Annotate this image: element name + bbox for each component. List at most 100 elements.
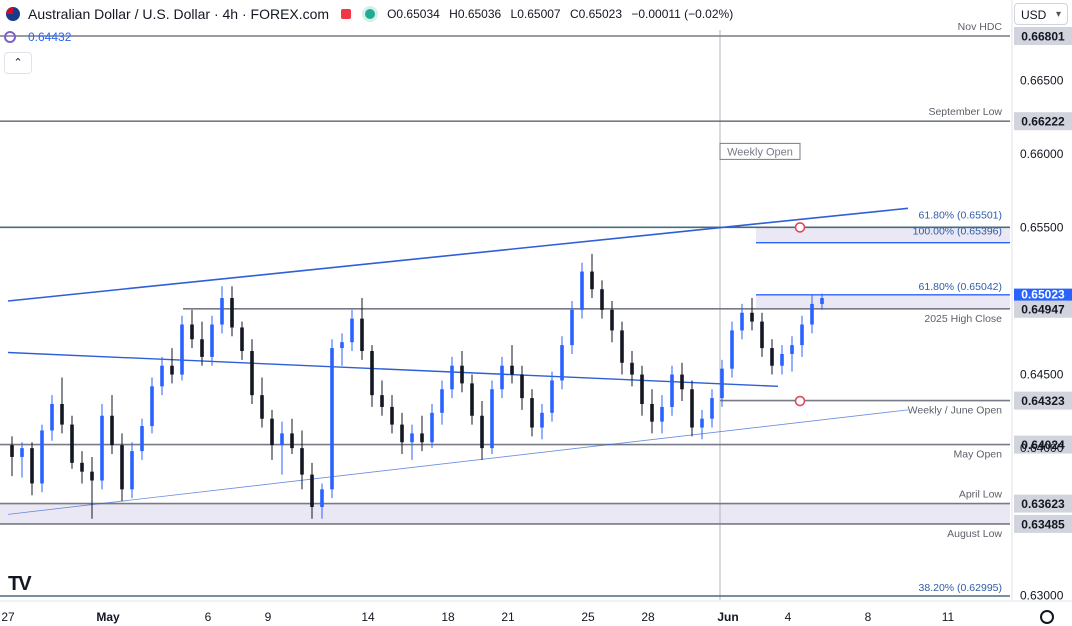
currency-selector[interactable]: USD — [1014, 3, 1068, 26]
candle-body — [30, 448, 34, 484]
chart-header: Australian Dollar / U.S. Dollar · 4h · F… — [0, 0, 739, 28]
candle-body — [180, 324, 184, 375]
time-axis-label: 6 — [205, 610, 212, 624]
low-value: L0.65007 — [510, 7, 561, 21]
candle-body — [140, 426, 144, 452]
symbol-title[interactable]: Australian Dollar / U.S. Dollar · 4h · F… — [28, 6, 330, 22]
indicator-icon — [4, 31, 16, 43]
time-axis-label: 28 — [641, 610, 655, 624]
level-label: Nov HDC — [958, 21, 1003, 33]
candle-body — [430, 412, 434, 443]
price-tag — [1014, 112, 1072, 131]
trendline-lower — [7, 351, 779, 388]
candle-body — [540, 412, 544, 428]
zones-layer — [0, 227, 1010, 524]
time-axis-label: May — [96, 610, 120, 624]
candle-body — [560, 345, 564, 381]
tradingview-logo-icon[interactable]: TV — [8, 573, 32, 595]
candle-body — [340, 342, 344, 349]
candle-body — [740, 312, 744, 331]
zone-fib-lower — [756, 294, 1010, 309]
candle-body — [660, 406, 664, 422]
candle-body — [310, 474, 314, 507]
candle-body — [500, 365, 504, 390]
candle-body — [480, 415, 484, 449]
level-label: 2025 High Close — [924, 313, 1002, 325]
time-axis-label: 25 — [581, 610, 595, 624]
annotation-weekly-open: Weekly Open — [727, 146, 793, 158]
candle-body — [120, 445, 124, 490]
candle-body — [600, 289, 604, 310]
price-axis-label: 0.65500 — [1020, 220, 1064, 234]
price-axis-label: 0.63000 — [1020, 588, 1064, 602]
time-axis-label: 21 — [501, 610, 515, 624]
candle-body — [110, 415, 114, 446]
candle-body — [300, 448, 304, 475]
candle-body — [490, 389, 494, 449]
candle-body — [450, 365, 454, 390]
candle-body — [370, 351, 374, 396]
price-tag — [1014, 27, 1072, 45]
current-price-tag — [1014, 288, 1072, 301]
price-tag-label: 0.64947 — [1021, 302, 1065, 316]
markers-layer — [794, 222, 806, 407]
candles-layer — [10, 253, 824, 519]
level-label: April Low — [959, 489, 1003, 501]
time-axis-label: 18 — [441, 610, 455, 624]
candle-body — [700, 418, 704, 428]
candle-body — [170, 365, 174, 375]
candle-body — [220, 298, 224, 325]
price-axis-label: 0.64500 — [1020, 368, 1064, 382]
candle-body — [130, 451, 134, 490]
current-price-label: 0.65023 — [1021, 288, 1065, 302]
candle-body — [380, 395, 384, 407]
candle-body — [50, 403, 54, 431]
candle-body — [520, 374, 524, 399]
candle-body — [820, 298, 824, 304]
zone-april-august — [0, 503, 1010, 524]
candle-body — [270, 418, 274, 446]
candle-body — [580, 271, 584, 310]
candle-body — [730, 330, 734, 369]
candle-body — [260, 395, 264, 419]
candle-body — [760, 321, 764, 349]
candle-body — [10, 445, 14, 457]
price-axis-label: 0.66500 — [1020, 73, 1064, 87]
price-tag — [1014, 435, 1072, 454]
candle-body — [670, 374, 674, 407]
candle-body — [630, 362, 634, 375]
candle-body — [240, 327, 244, 352]
price-tag — [1014, 494, 1072, 513]
candle-body — [320, 489, 324, 507]
price-axis-label: 0.64000 — [1020, 441, 1064, 455]
candle-body — [420, 433, 424, 443]
candle-body — [570, 309, 574, 346]
candle-body — [330, 348, 334, 490]
level-label: 61.80% (0.65501) — [919, 209, 1002, 221]
settings-icon[interactable] — [1040, 610, 1054, 624]
time-axis-label: 9 — [265, 610, 272, 624]
candle-body — [790, 345, 794, 354]
price-tag-label: 0.63623 — [1021, 497, 1065, 511]
candle-body — [800, 324, 804, 346]
candle-body — [390, 406, 394, 425]
candle-body — [550, 380, 554, 413]
price-tag-label: 0.66801 — [1021, 30, 1065, 44]
market-status-icon — [365, 9, 376, 19]
level-label: May Open — [954, 449, 1003, 461]
price-tag — [1014, 391, 1072, 410]
candle-body — [470, 383, 474, 416]
trendlines-layer — [7, 207, 909, 515]
zone-fib-upper — [756, 227, 1010, 243]
candle-body — [90, 471, 94, 481]
candle-body — [160, 365, 164, 387]
alert-square-icon[interactable] — [341, 9, 352, 19]
candle-body — [640, 374, 644, 404]
ohlc-readout: O0.65034 H0.65036 L0.65007 C0.65023 −0.0… — [387, 7, 739, 21]
collapse-legend-button[interactable]: ⌃ — [4, 52, 32, 74]
indicator-row[interactable]: 0.64432 — [4, 28, 71, 46]
candle-body — [70, 424, 74, 463]
candle-body — [510, 365, 514, 375]
candle-body — [230, 298, 234, 328]
